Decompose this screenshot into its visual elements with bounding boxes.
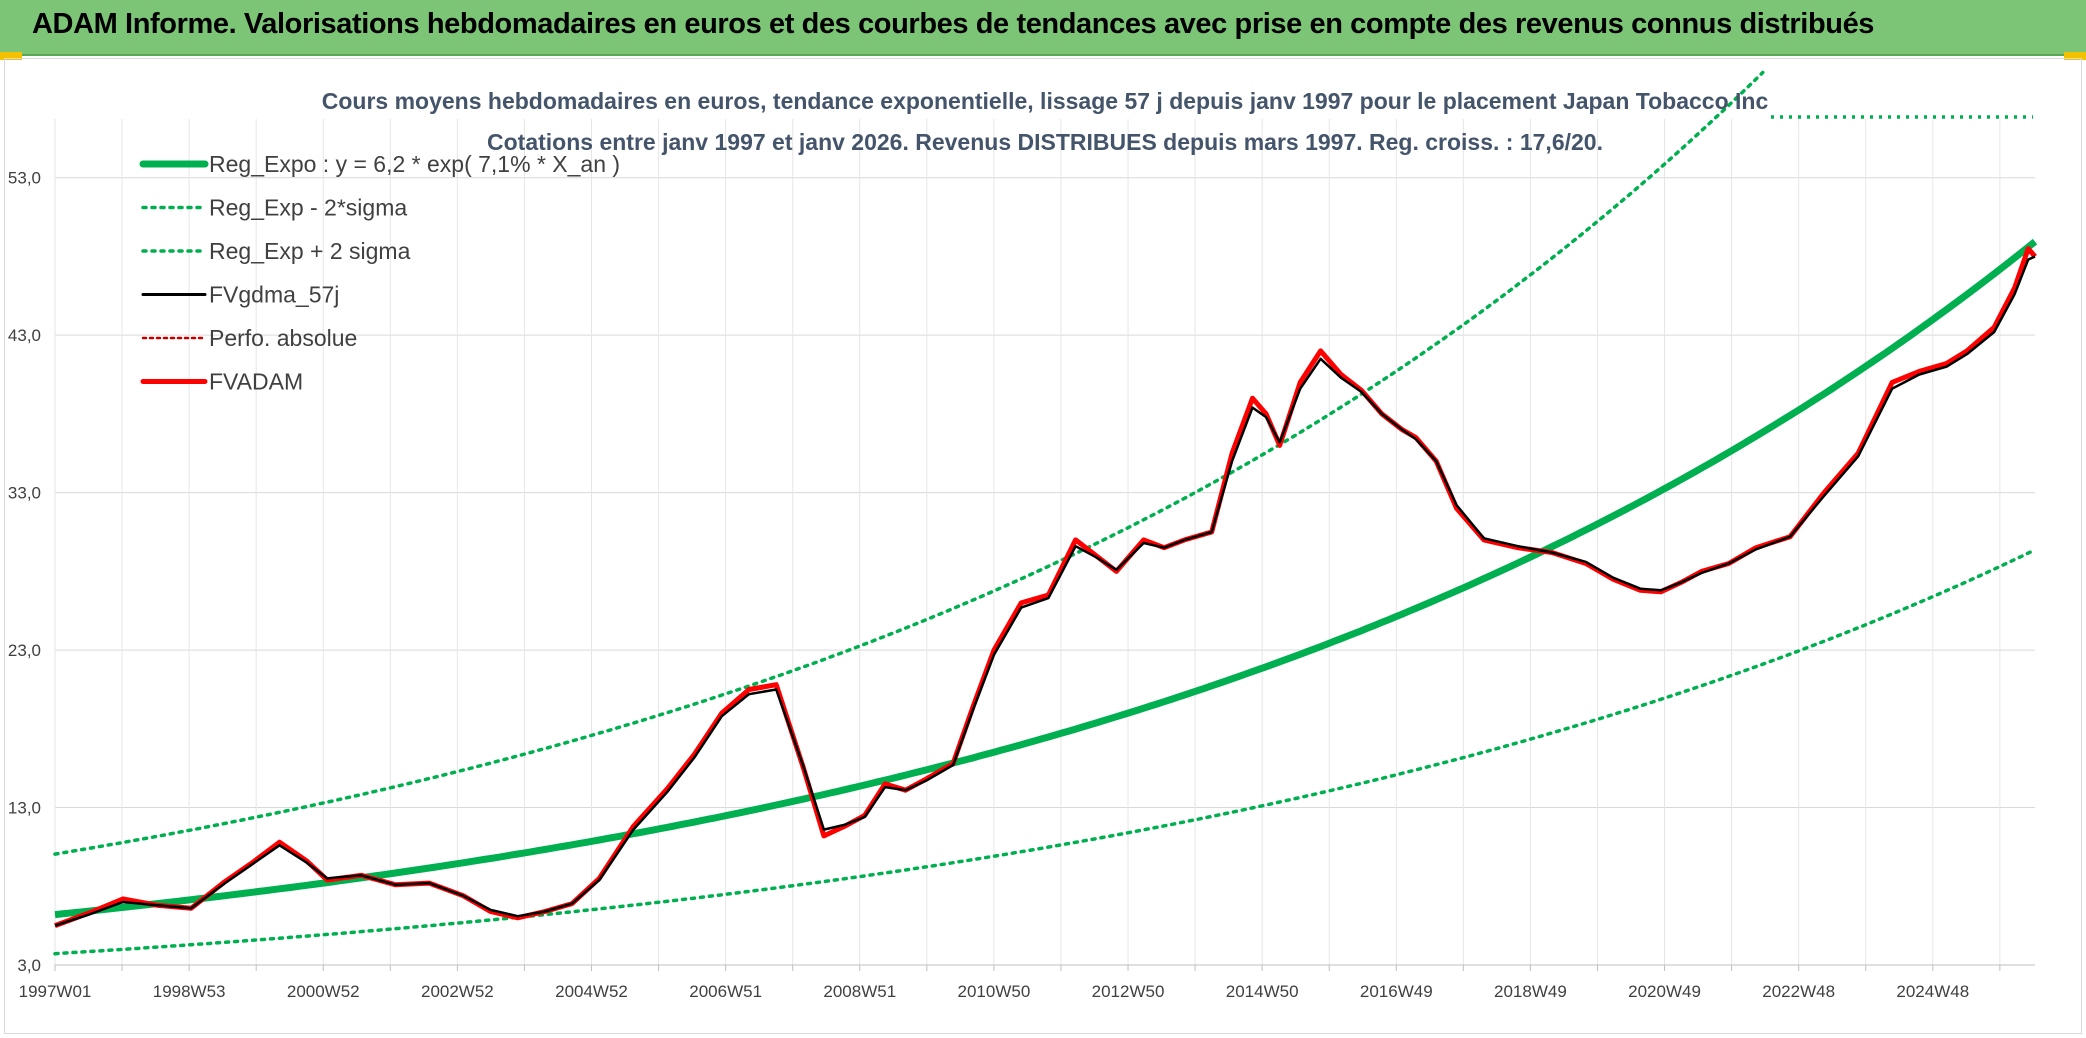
x-tick-label: 2008W51	[823, 982, 896, 1001]
corner-marker-right	[2064, 52, 2086, 60]
chart-subtitle: Cotations entre janv 1997 et janv 2026. …	[487, 129, 1603, 155]
x-tick-label: 2016W49	[1360, 982, 1433, 1001]
x-tick-label: 2000W52	[287, 982, 360, 1001]
x-tick-label: 2020W49	[1628, 982, 1701, 1001]
report-banner: ADAM Informe. Valorisations hebdomadaire…	[0, 0, 2086, 56]
y-axis-ticks: 3,0 13,0 23,0 33,0 43,0 53,0	[8, 169, 41, 975]
chart-area: Cours moyens hebdomadaires en euros, ten…	[4, 58, 2082, 1034]
report-title: ADAM Informe. Valorisations hebdomadaire…	[32, 8, 1875, 40]
y-tick-label: 3,0	[17, 956, 41, 975]
y-tick-label: 43,0	[8, 326, 41, 345]
x-tick-label: 2004W52	[555, 982, 628, 1001]
x-tick-label: 2014W50	[1226, 982, 1299, 1001]
x-tick-label: 2024W48	[1896, 982, 1969, 1001]
y-tick-label: 33,0	[8, 484, 41, 503]
x-tick-label: 2012W50	[1092, 982, 1165, 1001]
legend-label: Reg_Expo : y = 6,2 * exp( 7,1% * X_an )	[209, 151, 620, 177]
x-tick-label: 2006W51	[689, 982, 762, 1001]
chart-series	[53, 70, 2038, 956]
corner-marker-left	[0, 52, 22, 60]
chart-grid	[54, 119, 2035, 971]
x-tick-label: 2018W49	[1494, 982, 1567, 1001]
x-tick-label: 2010W50	[958, 982, 1031, 1001]
chart-legend: Reg_Expo : y = 6,2 * exp( 7,1% * X_an ) R…	[139, 151, 620, 395]
y-tick-label: 13,0	[8, 799, 41, 818]
fvgdma_57j-line	[54, 255, 2036, 927]
x-tick-label: 1998W53	[153, 982, 226, 1001]
legend-label: Perfo. absolue	[209, 325, 357, 351]
x-tick-label: 2002W52	[421, 982, 494, 1001]
legend-label: Reg_Exp + 2 sigma	[209, 238, 411, 264]
reg-expo-line	[54, 238, 2038, 919]
x-tick-label: 1997W01	[19, 982, 92, 1001]
legend-label: Reg_Exp - 2*sigma	[209, 195, 407, 221]
y-tick-label: 53,0	[8, 169, 41, 188]
x-axis-ticks: 1997W01 1998W53 2000W52 2002W52 2004W52 2006W…	[19, 982, 1970, 1001]
line-chart: Cours moyens hebdomadaires en euros, ten…	[8, 70, 2038, 1001]
x-tick-label: 2022W48	[1762, 982, 1835, 1001]
chart-title: Cours moyens hebdomadaires en euros, ten…	[322, 88, 1769, 114]
legend-label: FVgdma_57j	[209, 282, 339, 308]
y-tick-label: 23,0	[8, 641, 41, 660]
reg-exp-minus-2sigma-line	[53, 548, 2037, 956]
reg-exp-plus-2sigma-line	[53, 70, 1765, 856]
legend-label: FVADAM	[209, 369, 303, 395]
